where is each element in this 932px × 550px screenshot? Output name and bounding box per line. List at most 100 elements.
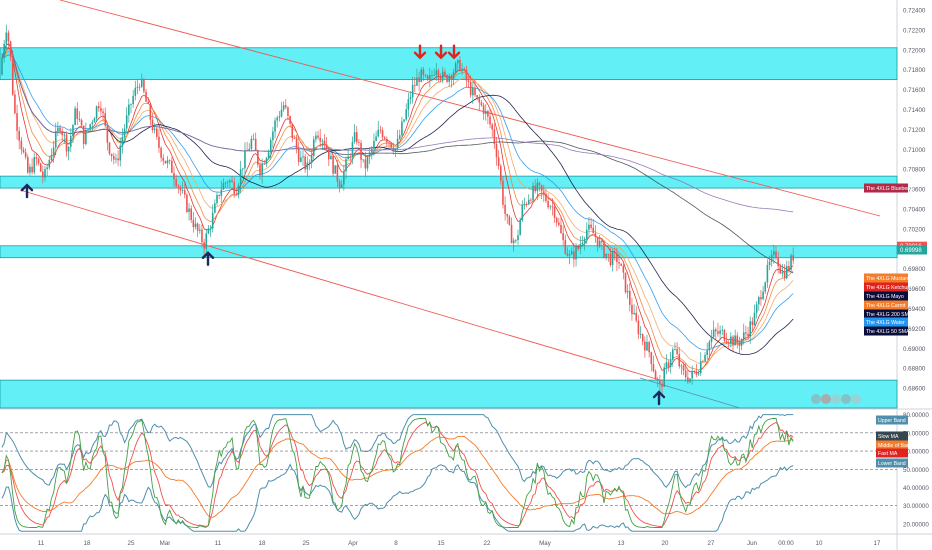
candle [760, 289, 762, 306]
time-tick-label: 13 [618, 540, 625, 547]
candle [117, 150, 119, 167]
up-arrow-0 [20, 183, 34, 199]
osc-upper-band [1, 414, 794, 489]
candle [500, 163, 502, 185]
candle [192, 211, 195, 233]
candle [358, 139, 360, 147]
candle [448, 73, 450, 88]
candle [560, 216, 562, 234]
legend-label-0: The 4XLG Blueberry [866, 186, 914, 192]
candle [695, 363, 698, 378]
candle [568, 250, 571, 265]
candle [613, 247, 616, 261]
price-tick-label: 0.70400 [903, 206, 926, 213]
candle [689, 378, 691, 384]
candle [426, 74, 429, 82]
candle [11, 50, 14, 96]
candle [199, 224, 201, 234]
osc-legend-label-2: Middle of Bands [878, 443, 916, 449]
candle [538, 181, 541, 192]
candle [386, 136, 388, 147]
candle [175, 174, 177, 189]
candle [250, 135, 253, 152]
candle [121, 128, 124, 154]
candle [747, 326, 749, 340]
osc-middle-band [1, 435, 794, 518]
candle [398, 129, 401, 140]
candle [390, 142, 392, 150]
candle [758, 295, 760, 311]
candle [123, 124, 126, 144]
candle [244, 142, 246, 176]
candle [725, 332, 728, 344]
candle [166, 156, 169, 169]
osc-lower-band [1, 463, 794, 532]
candle [220, 180, 223, 204]
candle [394, 147, 397, 157]
candle [493, 123, 496, 149]
candle [306, 156, 309, 178]
candle [581, 235, 584, 248]
candle [274, 117, 276, 139]
candle [558, 217, 560, 227]
candle [672, 347, 674, 367]
candle [603, 240, 605, 259]
candle [570, 247, 573, 256]
candle [82, 125, 85, 149]
price-tick-label: 0.69000 [903, 346, 926, 353]
candle [779, 263, 782, 275]
candle [719, 325, 721, 341]
candle [506, 213, 509, 224]
candle [521, 200, 524, 223]
candle [149, 102, 152, 126]
candle [347, 150, 349, 160]
candle [452, 68, 455, 86]
time-tick-label: 20 [662, 540, 669, 547]
candle [792, 247, 794, 265]
osc-legend-tag-3 [876, 448, 908, 458]
oscillator-panel [0, 414, 897, 532]
zone-3 [0, 379, 898, 409]
candle [749, 316, 751, 345]
candle [196, 222, 199, 238]
candle [276, 115, 278, 128]
candle [429, 67, 431, 88]
candle [762, 285, 764, 301]
candle [508, 214, 511, 226]
candle [609, 247, 612, 267]
candle [147, 97, 149, 105]
candle [751, 317, 754, 331]
candle [132, 90, 134, 108]
candle [115, 153, 117, 164]
candle [586, 222, 588, 245]
candlestick-series [1, 24, 794, 395]
candle [461, 63, 463, 75]
candle [177, 183, 180, 194]
candle [338, 179, 341, 193]
candle [355, 126, 358, 145]
osc-legend-tag-0 [876, 415, 908, 425]
candle [579, 236, 582, 255]
osc-tick-label: 50.00000 [903, 467, 929, 474]
candle [285, 98, 287, 110]
candle [297, 141, 300, 166]
candle [575, 243, 577, 267]
candle [186, 192, 188, 214]
legend-label-1: The 4XLG Mustard [866, 276, 910, 282]
candle [59, 124, 61, 135]
candle [190, 205, 192, 223]
candle [375, 131, 377, 142]
osc-legend-label-0: Upper Band [878, 418, 906, 424]
candle [287, 106, 289, 121]
candle [110, 153, 113, 162]
candle [661, 379, 663, 395]
candle [663, 363, 665, 387]
candle [173, 166, 175, 187]
candle [454, 61, 457, 74]
candle [113, 152, 115, 165]
candle [667, 360, 670, 372]
legend-label-2: The 4XLG Ketchup [866, 285, 910, 291]
candle [304, 153, 306, 173]
zone-2 [0, 245, 898, 259]
